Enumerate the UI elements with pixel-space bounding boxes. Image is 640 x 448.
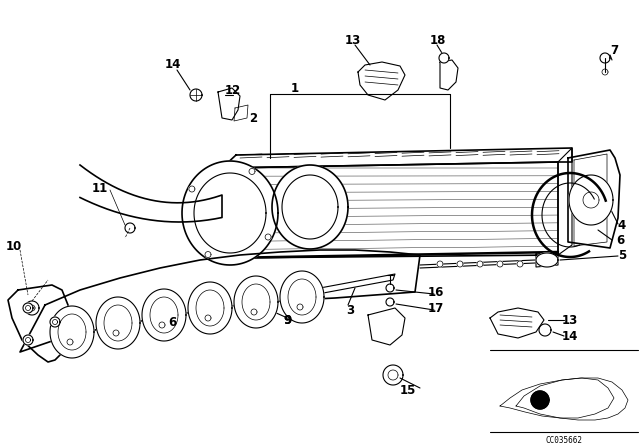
Polygon shape xyxy=(218,88,240,120)
Polygon shape xyxy=(205,252,211,258)
Text: 15: 15 xyxy=(400,383,416,396)
Text: 6: 6 xyxy=(616,233,624,246)
Polygon shape xyxy=(189,186,195,192)
Polygon shape xyxy=(265,234,271,240)
Polygon shape xyxy=(558,148,572,255)
Polygon shape xyxy=(205,315,211,321)
Polygon shape xyxy=(188,282,232,334)
Text: 12: 12 xyxy=(225,83,241,96)
Polygon shape xyxy=(159,322,165,328)
Polygon shape xyxy=(96,297,140,349)
Polygon shape xyxy=(517,261,523,267)
Polygon shape xyxy=(602,69,608,75)
Polygon shape xyxy=(536,252,558,267)
Text: 6: 6 xyxy=(168,315,176,328)
Polygon shape xyxy=(50,317,60,327)
Polygon shape xyxy=(297,304,303,310)
Polygon shape xyxy=(20,250,420,352)
Polygon shape xyxy=(80,165,222,222)
Polygon shape xyxy=(600,53,610,63)
Text: CC035662: CC035662 xyxy=(545,435,582,444)
Text: 1: 1 xyxy=(291,82,299,95)
Polygon shape xyxy=(539,324,551,336)
Polygon shape xyxy=(531,391,549,409)
Polygon shape xyxy=(23,335,33,345)
Polygon shape xyxy=(249,168,255,174)
Polygon shape xyxy=(477,261,483,267)
Polygon shape xyxy=(497,261,503,267)
Text: 13: 13 xyxy=(562,314,578,327)
Text: 4: 4 xyxy=(618,219,626,232)
Polygon shape xyxy=(222,162,558,258)
Text: 14: 14 xyxy=(562,329,578,343)
Polygon shape xyxy=(536,253,558,267)
Polygon shape xyxy=(234,105,248,121)
Polygon shape xyxy=(440,60,458,90)
Text: 7: 7 xyxy=(610,43,618,56)
Polygon shape xyxy=(8,285,72,362)
Polygon shape xyxy=(568,150,620,248)
Polygon shape xyxy=(280,271,324,323)
Polygon shape xyxy=(251,309,257,315)
Polygon shape xyxy=(23,303,33,313)
Polygon shape xyxy=(234,276,278,328)
Polygon shape xyxy=(457,261,463,267)
Polygon shape xyxy=(358,62,405,100)
Text: 17: 17 xyxy=(428,302,444,314)
Text: 5: 5 xyxy=(618,249,626,262)
Text: 13: 13 xyxy=(345,34,361,47)
Polygon shape xyxy=(368,308,405,345)
Polygon shape xyxy=(190,89,202,101)
Text: 9: 9 xyxy=(284,314,292,327)
Polygon shape xyxy=(67,339,73,345)
Polygon shape xyxy=(383,365,403,385)
Text: 14: 14 xyxy=(165,57,181,70)
Polygon shape xyxy=(125,223,135,233)
Polygon shape xyxy=(318,274,395,294)
Text: 3: 3 xyxy=(346,303,354,316)
Text: 11: 11 xyxy=(92,181,108,194)
Polygon shape xyxy=(222,148,572,168)
Text: 2: 2 xyxy=(249,112,257,125)
Text: 9: 9 xyxy=(284,314,292,327)
Polygon shape xyxy=(439,53,449,63)
Polygon shape xyxy=(50,306,94,358)
Polygon shape xyxy=(386,284,394,292)
Text: 10: 10 xyxy=(6,240,22,253)
Polygon shape xyxy=(182,161,278,265)
Polygon shape xyxy=(142,289,186,341)
Text: 16: 16 xyxy=(428,285,444,298)
Polygon shape xyxy=(25,301,39,315)
Polygon shape xyxy=(490,308,544,338)
Polygon shape xyxy=(113,330,119,336)
Text: 18: 18 xyxy=(430,34,446,47)
Polygon shape xyxy=(386,298,394,306)
Polygon shape xyxy=(272,165,348,249)
Polygon shape xyxy=(437,261,443,267)
Polygon shape xyxy=(569,175,613,225)
